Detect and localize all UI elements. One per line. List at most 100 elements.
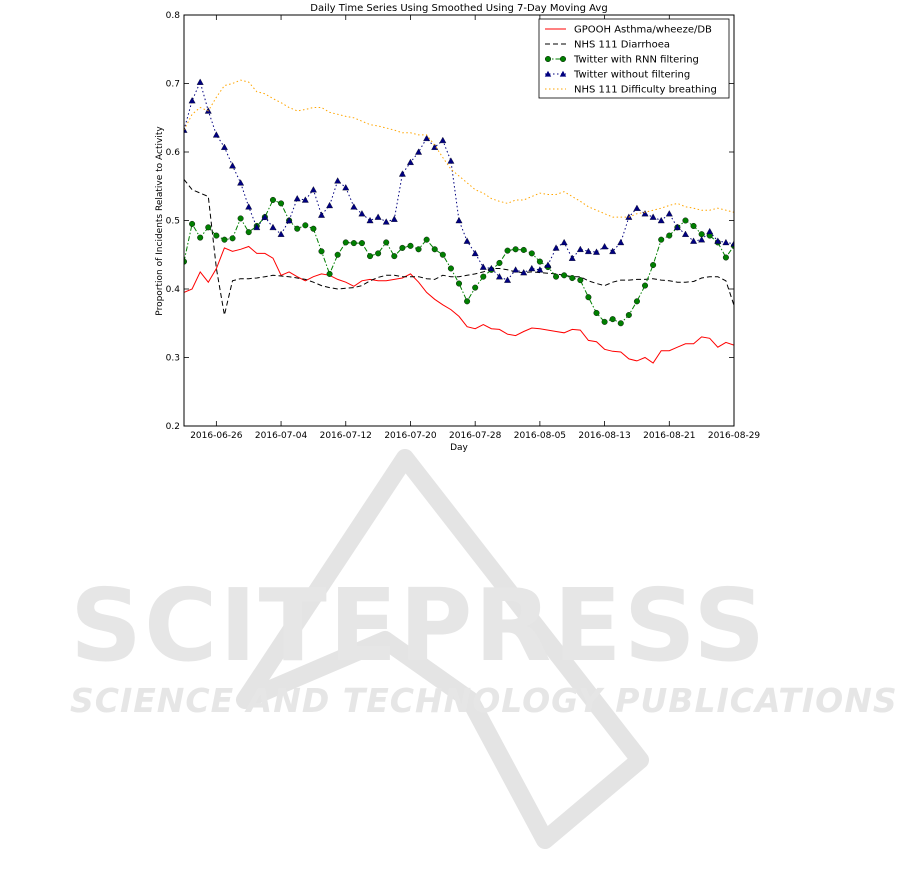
data-point <box>504 276 511 283</box>
data-point <box>326 270 333 277</box>
data-point <box>536 266 544 273</box>
data-point <box>350 240 357 247</box>
legend-label: Twitter with RNN filtering <box>573 55 699 66</box>
y-tick-label: 0.7 <box>166 80 180 90</box>
data-point <box>682 230 689 237</box>
data-point <box>285 216 293 224</box>
data-point <box>480 273 487 280</box>
x-tick-label: 2016-07-04 <box>255 431 308 441</box>
data-point <box>367 253 374 260</box>
x-tick-label: 2016-08-29 <box>708 431 761 441</box>
watermark-tagline: SCIENCE AND TECHNOLOGY PUBLICATIONS <box>70 681 898 720</box>
data-point <box>561 272 568 279</box>
data-point <box>609 247 617 255</box>
data-point <box>431 246 438 253</box>
data-point <box>649 213 657 220</box>
legend-entry: GPOOH Asthma/wheeze/DB <box>545 25 712 36</box>
data-point <box>366 216 374 224</box>
data-point <box>730 240 734 247</box>
data-point <box>641 210 649 217</box>
data-point <box>609 316 616 323</box>
data-point <box>560 238 568 246</box>
data-point <box>722 238 730 246</box>
data-point <box>253 223 261 231</box>
data-point <box>237 179 245 186</box>
data-point <box>576 245 584 252</box>
data-point <box>553 273 560 280</box>
data-point <box>495 273 503 280</box>
series-4 <box>184 79 734 218</box>
legend-entry: Twitter without filtering <box>544 70 690 81</box>
data-point <box>584 247 592 255</box>
data-point <box>342 239 349 246</box>
data-point <box>504 247 511 254</box>
data-point <box>245 229 252 236</box>
data-point <box>739 255 745 261</box>
data-point <box>399 244 406 251</box>
data-point <box>439 136 447 144</box>
legend-box <box>538 18 730 99</box>
data-point <box>350 203 358 210</box>
x-tick-label: 2016-07-28 <box>449 431 502 441</box>
x-axis: 2016-06-26 2016-07-04 2016-07-12 2016-07-20… <box>190 15 760 441</box>
data-point <box>722 254 729 261</box>
data-point <box>407 158 414 165</box>
watermark-brand: SCITEPRESS <box>70 567 767 684</box>
data-point <box>447 265 454 272</box>
legend-entry: NHS 111 Difficulty breathing <box>545 85 717 96</box>
data-point <box>585 294 592 301</box>
data-point <box>698 236 706 243</box>
y-tick-label: 0.6 <box>166 148 181 158</box>
series-3 <box>184 78 745 283</box>
data-point <box>642 282 649 289</box>
data-point <box>650 262 657 269</box>
data-point <box>423 134 431 142</box>
data-point <box>706 227 714 235</box>
data-point <box>657 216 665 224</box>
data-point <box>390 215 398 222</box>
watermark-feather-shape <box>236 449 649 849</box>
legend-label: GPOOH Asthma/wheeze/DB <box>574 25 712 36</box>
y-tick-label: 0.4 <box>166 285 181 295</box>
data-point <box>439 251 446 258</box>
data-point <box>690 237 698 244</box>
data-point <box>334 177 342 184</box>
data-point <box>189 220 196 227</box>
data-point <box>601 243 609 250</box>
data-point <box>205 224 212 231</box>
y-axis: 0.2 0.3 0.4 0.5 0.6 0.7 0.8 <box>166 11 734 432</box>
data-point <box>593 309 600 316</box>
data-point <box>212 131 220 138</box>
data-point <box>213 232 220 239</box>
data-point <box>463 237 471 244</box>
data-point <box>665 210 673 217</box>
data-point <box>294 225 301 232</box>
data-point <box>245 203 253 210</box>
chart-title: Daily Time Series Using Smoothed Using 7… <box>310 3 607 14</box>
y-axis-label: Proportion of Incidents Relative to Acti… <box>155 126 165 316</box>
data-point <box>568 254 576 261</box>
data-point <box>237 215 244 222</box>
data-point <box>309 186 317 193</box>
data-point <box>698 231 705 238</box>
data-point <box>536 258 543 265</box>
data-point <box>318 211 325 218</box>
data-point <box>423 236 430 243</box>
data-point <box>673 223 681 231</box>
data-point <box>528 264 536 272</box>
y-tick-label: 0.8 <box>166 11 181 21</box>
data-point <box>569 275 576 282</box>
data-point <box>633 204 641 211</box>
data-point <box>464 298 471 305</box>
data-point <box>278 200 285 207</box>
data-point <box>658 236 665 243</box>
data-point <box>593 248 600 255</box>
data-point <box>221 236 228 243</box>
x-axis-label: Day <box>450 443 468 453</box>
data-point <box>302 222 309 229</box>
data-point <box>447 157 455 164</box>
series-line <box>184 245 734 364</box>
x-tick-label: 2016-06-26 <box>190 431 243 441</box>
data-point <box>512 266 520 273</box>
